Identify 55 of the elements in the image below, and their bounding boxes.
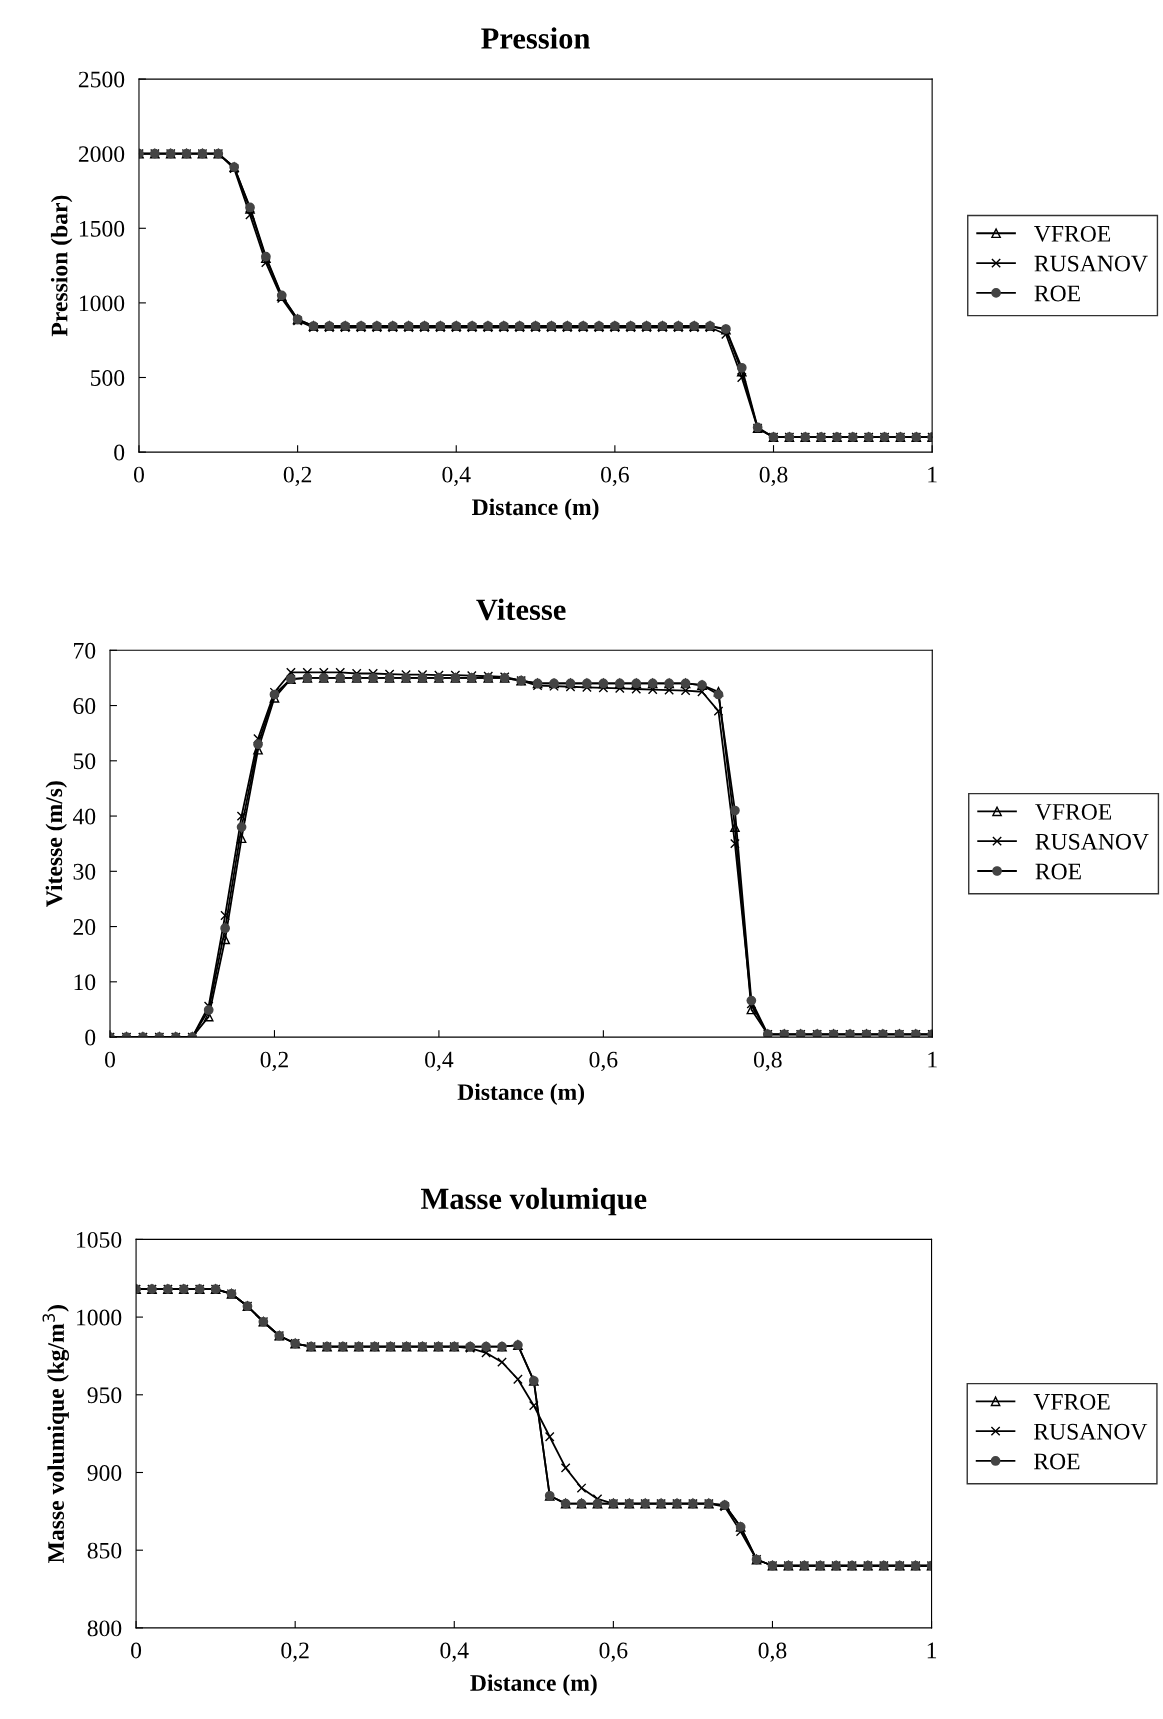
x-tick-label: 0,6 (599, 1642, 628, 1662)
legend-label: VFROE (1034, 225, 1111, 242)
legend-label: VFROE (1035, 803, 1112, 820)
legend-label: VFROE (1033, 1393, 1110, 1410)
x-tick-label: 0 (131, 1642, 142, 1659)
y-tick-label: 40 (72, 808, 96, 825)
y-tick-label: 1500 (79, 220, 125, 237)
y-tick-label: 2500 (78, 71, 125, 88)
legend-label: ROE (1034, 285, 1080, 302)
y-tick-label: 30 (73, 863, 96, 880)
y-tick-label: 10 (74, 974, 96, 991)
legend-label: RUSANOV (1034, 1423, 1148, 1440)
x-tick-label: 1 (928, 466, 937, 483)
x-tick-label: 0,8 (758, 1642, 787, 1662)
y-tick-label: 500 (91, 369, 125, 386)
y-tick-label: 950 (87, 1387, 122, 1404)
x-tick-label: 0,2 (260, 1051, 288, 1071)
y-tick-label: 2000 (78, 146, 125, 163)
x-tick-label: 0,2 (281, 1642, 309, 1662)
x-axis-title: Distance (m) (457, 1083, 585, 1105)
y-axis-title: Masse volumique (kg/m$^{3}$) (42, 1305, 70, 1563)
x-tick-label: 0 (133, 466, 144, 483)
y-tick-label: 800 (87, 1620, 122, 1637)
x-tick-label: 0,8 (753, 1051, 782, 1071)
y-axis-title: Pression (bar) (50, 195, 73, 337)
x-tick-label: 1 (927, 1642, 937, 1659)
y-tick-label: 1000 (77, 1309, 122, 1326)
x-axis-title: Distance (m) (472, 498, 599, 520)
x-tick-label: 0,4 (425, 1051, 454, 1071)
legend-label: RUSANOV (1035, 833, 1149, 850)
x-tick-label: 0,8 (759, 466, 788, 486)
y-tick-label: 50 (73, 753, 96, 770)
x-tick-label: 0,6 (589, 1051, 618, 1071)
legend-label: ROE (1034, 1453, 1080, 1470)
y-tick-label: 0 (114, 444, 125, 461)
chart-title: Pression (481, 27, 590, 49)
x-axis-title: Distance (m) (470, 1674, 597, 1696)
x-tick-label: 0,6 (601, 466, 629, 486)
x-tick-label: 1 (928, 1051, 937, 1068)
y-tick-label: 1050 (77, 1231, 122, 1248)
x-tick-label: 0,2 (283, 466, 312, 486)
y-tick-label: 1000 (79, 295, 125, 312)
y-tick-label: 0 (85, 1029, 96, 1046)
x-tick-label: 0,4 (440, 1642, 469, 1662)
chart-title: Vitesse (476, 598, 566, 621)
chart-title: Masse volumique (421, 1187, 647, 1216)
y-tick-label: 70 (74, 642, 96, 659)
y-tick-label: 900 (87, 1464, 122, 1481)
x-tick-label: 0,4 (442, 466, 471, 486)
y-axis-title: Vitesse (m/s) (45, 781, 67, 907)
legend-label: ROE (1035, 863, 1081, 880)
legend-label: RUSANOV (1034, 255, 1148, 272)
y-tick-label: 60 (73, 698, 96, 714)
y-tick-label: 850 (87, 1542, 122, 1559)
y-tick-label: 20 (73, 919, 96, 935)
